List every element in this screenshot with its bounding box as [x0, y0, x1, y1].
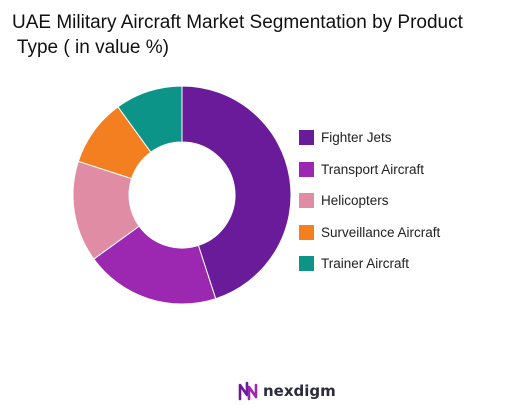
chart-legend: Fighter Jets Transport Aircraft Helicopt…: [299, 122, 440, 280]
chart-title: UAE Military Aircraft Market Segmentatio…: [12, 10, 512, 60]
chart-title-line-1: UAE Military Aircraft Market Segmentatio…: [12, 12, 463, 33]
legend-swatch: [299, 256, 314, 272]
legend-label: Helicopters: [321, 193, 389, 209]
logo-text: nexdigm: [263, 382, 336, 400]
legend-item-helicopters: Helicopters: [299, 185, 440, 217]
legend-label: Surveillance Aircraft: [321, 224, 441, 240]
donut-slice-transport-aircraft: [93, 225, 217, 305]
legend-label: Trainer Aircraft: [321, 256, 410, 272]
legend-swatch: [299, 193, 314, 209]
nexdigm-logo: nexdigm: [237, 380, 336, 402]
legend-label: Fighter Jets: [321, 130, 392, 146]
legend-item-trainer-aircraft: Trainer Aircraft: [299, 248, 440, 280]
legend-item-fighter-jets: Fighter Jets: [299, 122, 440, 154]
donut-slice-trainer-aircraft: [117, 85, 183, 153]
legend-item-transport-aircraft: Transport Aircraft: [299, 154, 440, 186]
legend-swatch: [299, 161, 314, 177]
nexdigm-logo-icon: [238, 381, 258, 401]
legend-swatch: [299, 130, 314, 146]
donut-slice-fighter-jets: [181, 85, 292, 300]
chart-title-line-2: Type ( in value %): [12, 37, 170, 58]
legend-item-surveillance-aircraft: Surveillance Aircraft: [299, 217, 440, 249]
legend-label: Transport Aircraft: [321, 161, 425, 177]
legend-swatch: [299, 224, 314, 240]
